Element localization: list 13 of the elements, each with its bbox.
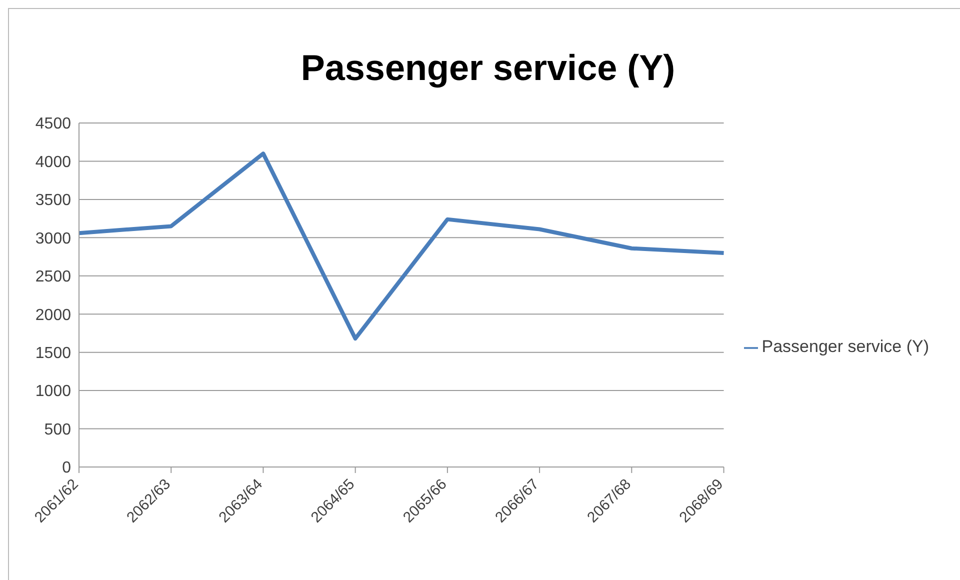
y-tick-label: 1000 <box>35 383 72 400</box>
y-tick-label: 0 <box>62 460 72 477</box>
y-tick-label: 4000 <box>35 154 72 171</box>
y-tick-label: 3000 <box>35 230 72 248</box>
y-tick-label: 1500 <box>35 345 72 362</box>
y-tick-label: 2000 <box>35 306 72 324</box>
chart-title: Passenger service (Y) <box>300 46 676 90</box>
y-tick-label: 3500 <box>35 192 72 210</box>
y-tick-label: 4500 <box>35 116 72 133</box>
legend-label: Passenger service (Y) <box>762 337 929 356</box>
y-tick-label: 2500 <box>35 268 72 286</box>
y-tick-label: 500 <box>44 421 72 438</box>
line-series <box>77 152 726 341</box>
